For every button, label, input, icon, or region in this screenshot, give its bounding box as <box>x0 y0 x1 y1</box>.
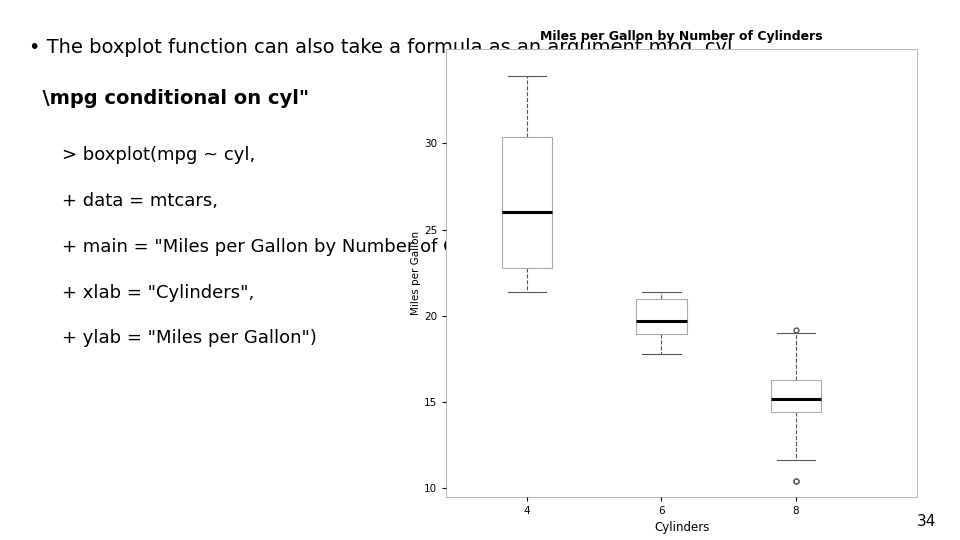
Text: • The boxplot function can also take a formula as an argument mpg  cyl: • The boxplot function can also take a f… <box>29 38 732 57</box>
Text: + main = "Miles per Gallon by Number of Cylinders",: + main = "Miles per Gallon by Number of … <box>62 238 541 255</box>
Text: + xlab = "Cylinders",: + xlab = "Cylinders", <box>62 284 254 301</box>
Bar <box>636 299 686 334</box>
X-axis label: Cylinders: Cylinders <box>654 522 709 535</box>
Text: + data = mtcars,: + data = mtcars, <box>62 192 219 210</box>
Text: > boxplot(mpg ~ cyl,: > boxplot(mpg ~ cyl, <box>62 146 255 164</box>
Bar <box>771 381 821 413</box>
Text: 34: 34 <box>917 514 936 529</box>
Y-axis label: Miles per Gallon: Miles per Gallon <box>411 231 421 315</box>
Text: + ylab = "Miles per Gallon"): + ylab = "Miles per Gallon") <box>62 329 317 347</box>
Bar <box>502 137 552 267</box>
Text: \mpg conditional on cyl": \mpg conditional on cyl" <box>29 89 309 108</box>
Title: Miles per Gallon by Number of Cylinders: Miles per Gallon by Number of Cylinders <box>540 30 823 43</box>
